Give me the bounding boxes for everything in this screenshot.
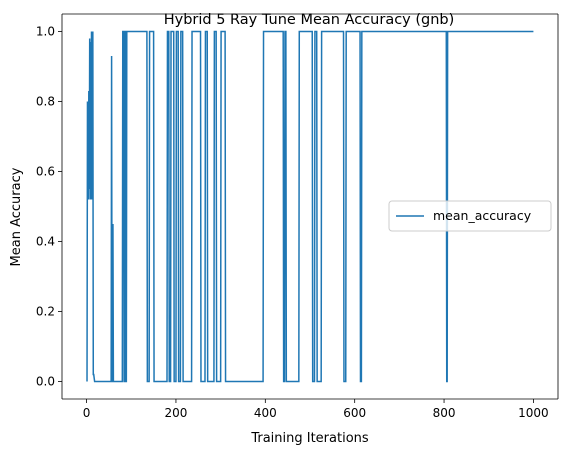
y-tick-label: 0.0 [36, 375, 55, 389]
y-tick-label: 1.0 [36, 25, 55, 39]
y-tick-label: 0.6 [36, 165, 55, 179]
x-tick-label: 200 [164, 406, 187, 420]
legend-box [388, 200, 552, 232]
legend-label-mean-accuracy: mean_accuracy [433, 208, 532, 223]
y-axis-ticks: 0.0 0.2 0.4 0.6 0.8 1.0 [36, 25, 62, 389]
chart-title: Hybrid 5 Ray Tune Mean Accuracy (gnb) [164, 12, 455, 28]
x-tick-label: 600 [343, 406, 366, 420]
legend: mean_accuracy [388, 200, 552, 232]
y-tick-label: 0.2 [36, 305, 55, 319]
x-tick-label: 800 [433, 406, 456, 420]
series-layer [86, 30, 534, 383]
x-axis-ticks: 0 200 400 600 800 1000 [83, 399, 549, 420]
y-axis-label: Mean Accuracy [9, 167, 24, 266]
x-tick-label: 0 [83, 406, 91, 420]
series-line-mean-accuracy [86, 30, 534, 383]
x-tick-label: 400 [254, 406, 277, 420]
y-tick-label: 0.4 [36, 235, 55, 249]
x-axis-label: Training Iterations [250, 431, 369, 446]
y-tick-label: 0.8 [36, 95, 55, 109]
x-tick-label: 1000 [518, 406, 549, 420]
